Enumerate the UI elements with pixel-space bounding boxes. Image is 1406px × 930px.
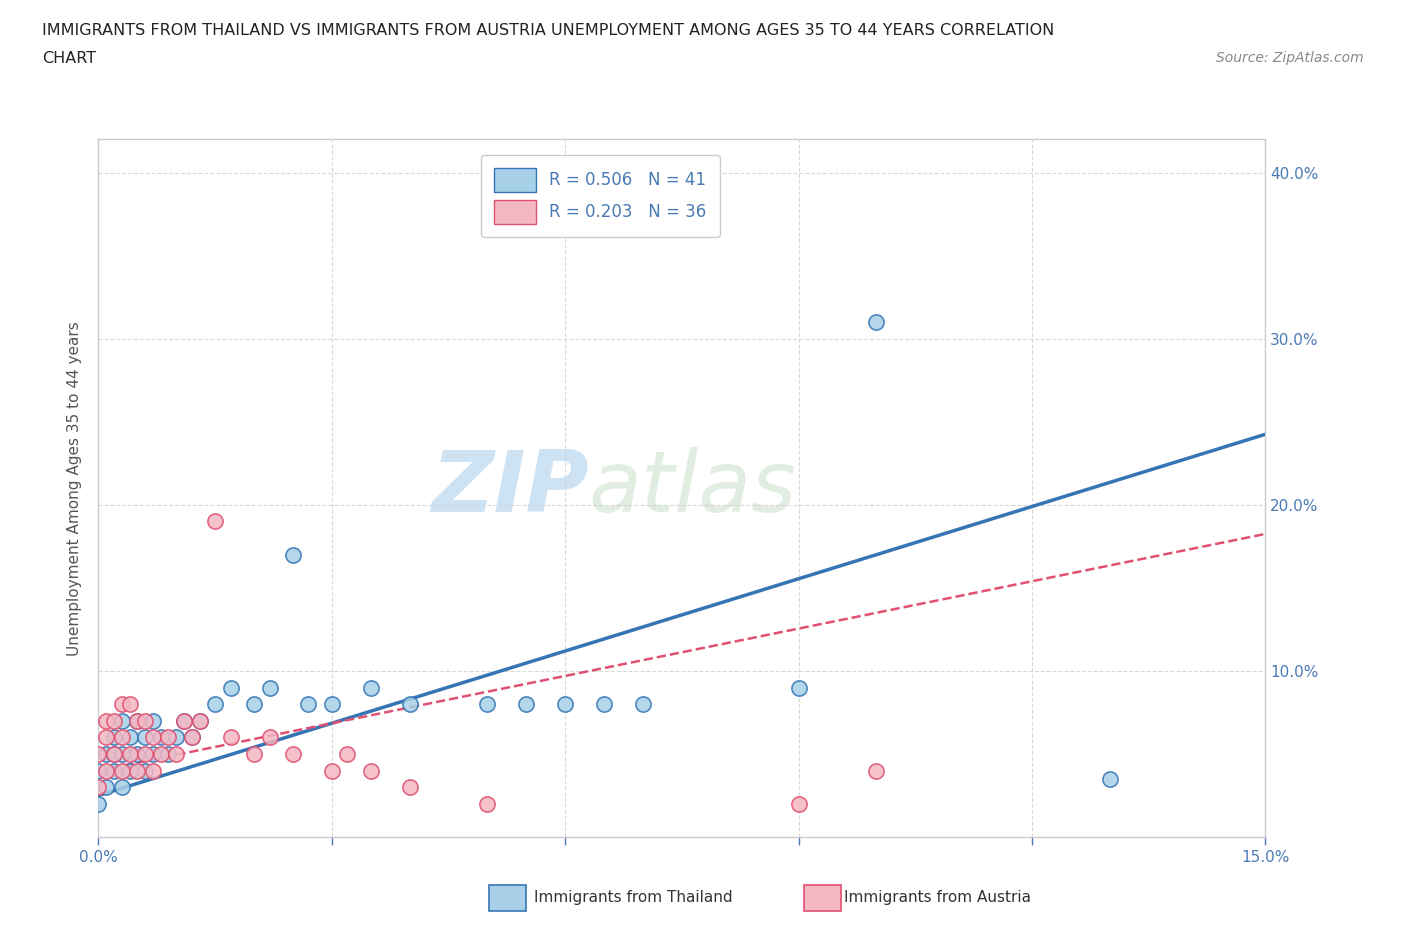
Point [219,730,242,745]
Point [180,730,202,745]
Point [111,764,134,778]
Point [103,747,125,762]
Point [149,730,172,745]
Point [157,747,180,762]
Point [281,547,304,562]
Point [111,697,134,711]
Point [118,764,141,778]
Point [243,697,266,711]
Text: IMMIGRANTS FROM THAILAND VS IMMIGRANTS FROM AUSTRIA UNEMPLOYMENT AMONG AGES 35 T: IMMIGRANTS FROM THAILAND VS IMMIGRANTS F… [42,23,1054,38]
Point [127,713,149,728]
Point [631,697,654,711]
Point [281,747,304,762]
Point [96,764,118,778]
Point [787,680,810,695]
Point [173,713,195,728]
Point [111,779,134,794]
Point [219,680,242,695]
Text: Immigrants from Thailand: Immigrants from Thailand [534,890,733,905]
Point [103,730,125,745]
Point [118,747,141,762]
Point [111,730,134,745]
Point [118,697,141,711]
Point [165,747,187,762]
Point [118,730,141,745]
Text: ZIP: ZIP [430,446,589,530]
Point [243,747,266,762]
Point [398,779,420,794]
Point [336,747,359,762]
Point [103,747,125,762]
Text: CHART: CHART [42,51,96,66]
Point [134,747,156,762]
Point [142,713,165,728]
Point [142,764,165,778]
Point [360,680,382,695]
Point [127,713,149,728]
Text: Source: ZipAtlas.com: Source: ZipAtlas.com [1216,51,1364,65]
Point [865,314,887,329]
Point [477,697,499,711]
Text: atlas: atlas [589,446,797,530]
Point [259,730,281,745]
Point [111,747,134,762]
Point [593,697,616,711]
Point [96,713,118,728]
Point [111,713,134,728]
Point [865,764,887,778]
Point [96,747,118,762]
Point [149,747,172,762]
Point [134,764,156,778]
Point [204,514,226,529]
Point [180,730,202,745]
Point [127,764,149,778]
Point [188,713,211,728]
Point [259,680,281,695]
Point [554,697,576,711]
Point [173,713,195,728]
Point [134,713,156,728]
Point [103,764,125,778]
Point [157,730,180,745]
Point [87,747,110,762]
Y-axis label: Unemployment Among Ages 35 to 44 years: Unemployment Among Ages 35 to 44 years [67,321,83,656]
Point [321,764,343,778]
Point [165,730,187,745]
Point [1098,772,1121,787]
Point [398,697,420,711]
Point [787,796,810,811]
Point [96,730,118,745]
Text: Immigrants from Austria: Immigrants from Austria [844,890,1031,905]
Point [87,779,110,794]
Point [87,796,110,811]
Point [127,747,149,762]
Point [321,697,343,711]
Point [134,730,156,745]
Point [204,697,226,711]
Point [103,713,125,728]
Point [87,764,110,778]
Point [96,779,118,794]
Legend: R = 0.506   N = 41, R = 0.203   N = 36: R = 0.506 N = 41, R = 0.203 N = 36 [481,154,720,237]
Point [142,747,165,762]
Point [360,764,382,778]
Point [515,697,537,711]
Point [477,796,499,811]
Point [188,713,211,728]
Point [297,697,319,711]
Point [142,730,165,745]
